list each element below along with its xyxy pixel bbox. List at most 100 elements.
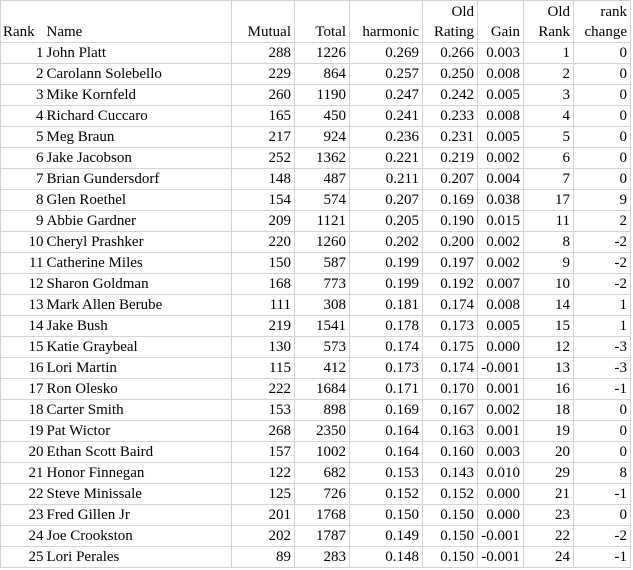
cell: Honor Finnegan (44, 462, 232, 484)
cell: 0.004 (477, 168, 524, 190)
cell: 0.269 (349, 42, 423, 64)
cell: 0.152 (422, 483, 478, 505)
cell: 17 (523, 189, 574, 211)
cell: 0.038 (477, 189, 524, 211)
cell: 122 (231, 462, 295, 484)
cell: Sharon Goldman (44, 273, 232, 295)
data-row: 8 Glen Roethel 154 574 0.207 0.169 0.038 17 9 (0, 189, 631, 211)
cell: 25 (0, 546, 45, 568)
cell: Brian Gundersdorf (44, 168, 232, 190)
cell: John Platt (44, 42, 232, 64)
cell: 0.167 (422, 399, 478, 421)
cell: 0.164 (349, 441, 423, 463)
cell: 0.008 (477, 294, 524, 316)
cell: 0.199 (349, 252, 423, 274)
cell: 89 (231, 546, 295, 568)
cell: 0.170 (422, 378, 478, 400)
cell: 0.181 (349, 294, 423, 316)
cell: 19 (523, 420, 574, 442)
cell: 0.000 (477, 336, 524, 358)
cell: 15 (0, 336, 45, 358)
cell: 24 (523, 546, 574, 568)
cell: 0.002 (477, 231, 524, 253)
cell: 14 (523, 294, 574, 316)
cell: 0 (573, 126, 631, 148)
header-text: harmonic (362, 24, 419, 40)
cell: 7 (0, 168, 45, 190)
cell: Carter Smith (44, 399, 232, 421)
cell: 10 (523, 273, 574, 295)
cell: 0.005 (477, 126, 524, 148)
cell: 0 (573, 42, 631, 64)
cell: 19 (0, 420, 45, 442)
header-cell: Gain (477, 0, 524, 43)
cell: Cheryl Prashker (44, 231, 232, 253)
cell: 898 (294, 399, 350, 421)
cell: 8 (523, 231, 574, 253)
cell: 0.002 (477, 252, 524, 274)
cell: 0.231 (422, 126, 478, 148)
cell: 18 (523, 399, 574, 421)
cell: -3 (573, 336, 631, 358)
data-row: 5 Meg Braun 217 924 0.236 0.231 0.005 5 0 (0, 126, 631, 148)
cell: 0.002 (477, 147, 524, 169)
header-row: Rank Name Mutual Total harmonic Old Rating Gain… (0, 0, 631, 43)
cell: 1 (0, 42, 45, 64)
cell: 9 (523, 252, 574, 274)
cell: 0.266 (422, 42, 478, 64)
cell: 0.174 (349, 336, 423, 358)
cell: 157 (231, 441, 295, 463)
cell: Jake Jacobson (44, 147, 232, 169)
cell: -1 (573, 546, 631, 568)
cell: 0 (573, 63, 631, 85)
cell: 0.169 (349, 399, 423, 421)
cell: 0 (573, 147, 631, 169)
cell: 0 (573, 84, 631, 106)
cell: -2 (573, 273, 631, 295)
header-cell: Name (44, 0, 232, 43)
header-cell: Old Rank (523, 0, 574, 43)
cell: 130 (231, 336, 295, 358)
cell: 0 (573, 105, 631, 127)
cell: Glen Roethel (44, 189, 232, 211)
cell: 0.149 (349, 525, 423, 547)
header-text: Name (46, 24, 83, 40)
cell: 0.148 (349, 546, 423, 568)
header-text: Rating (434, 24, 474, 40)
cell: 18 (0, 399, 45, 421)
cell: Meg Braun (44, 126, 232, 148)
cell: 0.236 (349, 126, 423, 148)
cell: Catherine Miles (44, 252, 232, 274)
cell: 0.000 (477, 483, 524, 505)
cell: 15 (523, 315, 574, 337)
cell: 115 (231, 357, 295, 379)
cell: 0.207 (349, 189, 423, 211)
cell: Abbie Gardner (44, 210, 232, 232)
cell: 8 (573, 462, 631, 484)
cell: 0.160 (422, 441, 478, 463)
header-cell: Rank (0, 0, 45, 43)
data-row: 24 Joe Crookston 202 1787 0.149 0.150 -0.001 22… (0, 525, 631, 547)
cell: 1002 (294, 441, 350, 463)
header-text: Total (315, 24, 346, 40)
cell: 0.250 (422, 63, 478, 85)
cell: 0.152 (349, 483, 423, 505)
cell: 0.221 (349, 147, 423, 169)
cell: 0.241 (349, 105, 423, 127)
cell: Ron Olesko (44, 378, 232, 400)
cell: 201 (231, 504, 295, 526)
cell: 20 (523, 441, 574, 463)
cell: 9 (0, 210, 45, 232)
cell: -2 (573, 231, 631, 253)
cell: 5 (0, 126, 45, 148)
data-row: 10 Cheryl Prashker 220 1260 0.202 0.200 0.002 8… (0, 231, 631, 253)
cell: 2 (0, 63, 45, 85)
cell: 0.005 (477, 84, 524, 106)
cell: 283 (294, 546, 350, 568)
data-row: 16 Lori Martin 115 412 0.173 0.174 -0.001 13 -3 (0, 357, 631, 379)
header-text: Old (451, 4, 475, 20)
cell: 10 (0, 231, 45, 253)
header-cell: Old Rating (422, 0, 478, 43)
cell: 4 (523, 105, 574, 127)
